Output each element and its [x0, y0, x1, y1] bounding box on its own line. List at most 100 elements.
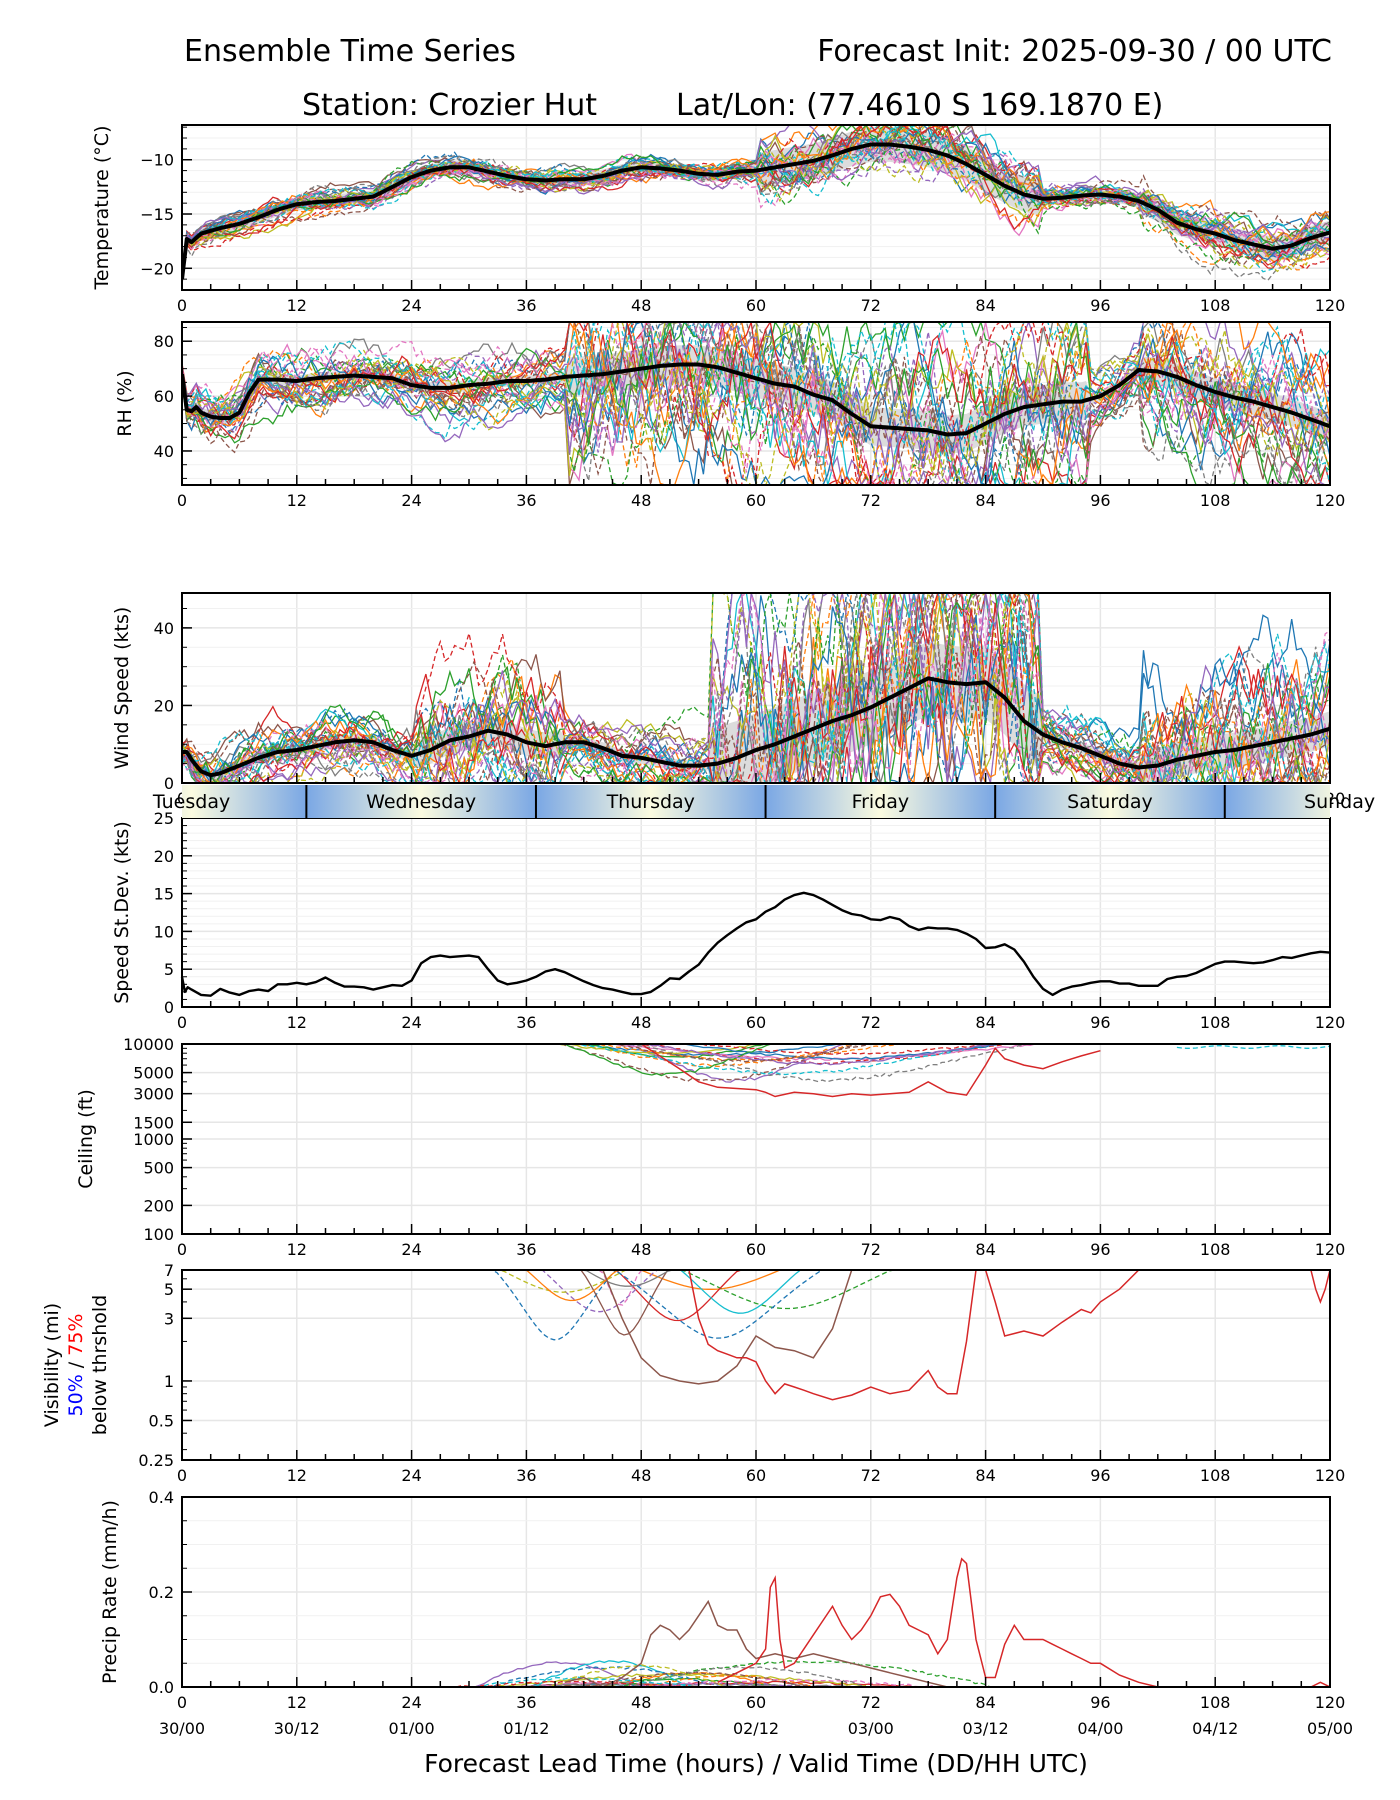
- temperature-mean-line: [182, 142, 1330, 280]
- visibility-ylabel: Visibility (mi): [41, 1303, 63, 1427]
- ensemble-member-line: [621, 1270, 799, 1290]
- x-tick-label-valid: 03/00: [848, 1719, 894, 1738]
- y-tick-label: 15: [154, 885, 174, 904]
- y-tick-label: 5: [164, 960, 174, 979]
- ensemble-member-line: [456, 1680, 696, 1687]
- y-tick-label: 0.0: [149, 1678, 174, 1697]
- day-segment: [765, 785, 996, 818]
- station-latlon: Lat/Lon: (77.4610 S 169.1870 E): [676, 88, 1164, 123]
- ensemble-member-line: [182, 322, 1330, 485]
- ensemble-member-line: [621, 1044, 1038, 1083]
- ensemble-member-line: [553, 1044, 860, 1083]
- x-tick-label: 24: [401, 296, 421, 315]
- ensemble-member-line: [629, 1044, 1008, 1066]
- day-segment: [535, 785, 766, 818]
- ensemble-member-line: [182, 152, 1330, 277]
- ceiling-panel: 0 12 24 36 48 60 72 84 96 108 120 100 200 500 10001500…: [75, 1035, 1345, 1259]
- x-tick-label: 96: [1090, 491, 1110, 510]
- ensemble-member-line: [486, 1270, 640, 1293]
- y-tick-label: 100: [143, 1225, 174, 1244]
- x-tick-label-valid: 30/12: [274, 1719, 320, 1738]
- y-tick-label: 0.25: [138, 1451, 174, 1470]
- x-tick-label: 84: [975, 296, 995, 315]
- day-label: Friday: [852, 791, 910, 813]
- stdev-line: [180, 891, 1331, 997]
- ensemble-member-line: [640, 1678, 933, 1687]
- y-tick-label: 7: [164, 1261, 174, 1280]
- day-label: Wednesday: [366, 791, 476, 813]
- ensemble-member-line: [1176, 1045, 1330, 1049]
- x-tick-label: 96: [1090, 1240, 1110, 1259]
- x-tick-label: 60: [746, 1693, 766, 1712]
- x-tick-label: 120: [1315, 296, 1346, 315]
- x-tick-label: 60: [746, 1466, 766, 1485]
- ensemble-member-line: [182, 595, 1330, 783]
- ensemble-member-line: [517, 1270, 623, 1302]
- ensemble-member-line: [607, 1270, 747, 1322]
- ensemble-member-line: [578, 1044, 775, 1059]
- x-tick-label: 36: [516, 1013, 536, 1032]
- y-tick-label: 10000: [123, 1035, 174, 1054]
- visibility-lowest-member-line: [688, 1270, 1140, 1401]
- y-tick-label: 1: [164, 1372, 174, 1391]
- x-tick-label: 84: [975, 1013, 995, 1032]
- x-tick-label: 96: [1090, 1466, 1110, 1485]
- ensemble-member-line: [182, 322, 1330, 485]
- x-tick-label-valid: 05/00: [1307, 1719, 1353, 1738]
- visibility-panel: 0 12 24 36 48 60 72 84 96 108 120 0.25 0.5 1 3 57 Visibi…: [41, 1261, 1345, 1485]
- ensemble-member-line: [182, 593, 1330, 783]
- x-tick-label: 12: [287, 1240, 307, 1259]
- x-tick-label: 72: [861, 1693, 881, 1712]
- ensemble-member-line: [620, 1044, 851, 1083]
- y-tick-label: 0.2: [149, 1583, 174, 1602]
- ensemble-member-line: [182, 593, 1330, 783]
- x-tick-label: 24: [401, 1466, 421, 1485]
- x-tick-label: 12: [287, 491, 307, 510]
- x-tick-label-valid: 03/12: [963, 1719, 1009, 1738]
- day-bar: Tuesday Wednesday Thursday Friday Saturday Su…: [152, 785, 1375, 818]
- x-tick-label: 84: [975, 1466, 995, 1485]
- station-name: Station: Crozier Hut: [302, 88, 598, 123]
- temperature-ylabel: Temperature (°C): [91, 126, 113, 291]
- ensemble-member-line: [182, 322, 1330, 485]
- x-tick-label: 120: [1315, 1693, 1346, 1712]
- x-tick-label: 72: [861, 1466, 881, 1485]
- x-tick-label: 36: [516, 1693, 536, 1712]
- wind_speed-ylabel: Wind Speed (kts): [111, 607, 133, 770]
- day-segment: [1224, 785, 1331, 818]
- x-tick-label: 36: [516, 1240, 536, 1259]
- x-tick-label: 84: [975, 1240, 995, 1259]
- ensemble-member-line: [585, 1671, 811, 1687]
- forecast-init: Forecast Init: 2025-09-30 / 00 UTC: [817, 34, 1332, 69]
- x-tick-label: 60: [746, 1240, 766, 1259]
- x-tick-label: 72: [861, 491, 881, 510]
- ensemble-member-line: [671, 1270, 806, 1314]
- x-tick-label: 84: [975, 491, 995, 510]
- x-tick-label: 120: [1315, 491, 1346, 510]
- label-sep: /: [65, 1356, 87, 1374]
- ensemble-member-line: [182, 593, 1330, 783]
- y-tick-label: 60: [154, 387, 174, 406]
- ensemble-member-line: [182, 322, 1330, 485]
- speed_stdev-ylabel: Speed St.Dev. (kts): [111, 821, 133, 1004]
- ensemble-member-line: [1310, 1270, 1330, 1305]
- x-tick-label-valid: 01/00: [389, 1719, 435, 1738]
- x-tick-label: 72: [861, 296, 881, 315]
- y-tick-label: 3000: [133, 1085, 174, 1104]
- x-tick-label: 60: [746, 296, 766, 315]
- chart-title: Ensemble Time Series: [184, 34, 516, 69]
- rh-members: [182, 322, 1330, 485]
- ensemble-member-line: [601, 1270, 832, 1339]
- y-tick-label: 3: [164, 1309, 174, 1328]
- y-tick-label: 40: [154, 442, 174, 461]
- ensemble-member-line: [182, 322, 1330, 468]
- ensemble-member-line: [474, 1661, 643, 1687]
- y-tick-label: −10: [140, 151, 174, 170]
- x-tick-label: 24: [401, 1240, 421, 1259]
- ensemble-member-line: [182, 146, 1330, 281]
- speed_stdev-grid: [181, 817, 1331, 1008]
- label-75pct: 75%: [65, 1314, 87, 1356]
- x-tick-label: 12: [287, 296, 307, 315]
- rh-panel: 0 12 24 36 48 60 72 84 96 108 120 40 60 80 RH (%): [114, 321, 1346, 510]
- visibility-grid: [181, 1269, 1331, 1461]
